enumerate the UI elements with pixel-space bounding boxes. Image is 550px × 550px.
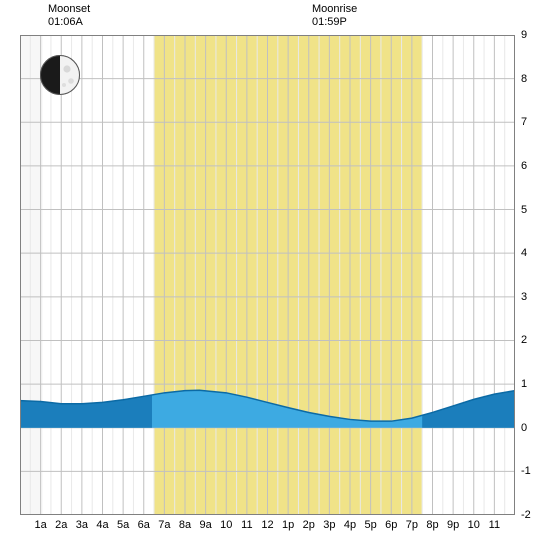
x-tick-label: 1p [278,519,298,531]
x-tick-label: 4a [93,519,113,531]
y-tick-label: -2 [521,509,541,521]
x-tick-label: 5a [113,519,133,531]
moonrise-label: Moonrise [312,3,357,15]
x-tick-label: 12 [258,519,278,531]
y-tick-label: 5 [521,204,541,216]
tide-chart: Moonset 01:06A Moonrise 01:59P -2-101234… [0,0,550,550]
x-tick-label: 3p [319,519,339,531]
moonrise-header: Moonrise 01:59P [312,3,357,29]
y-tick-label: 8 [521,73,541,85]
x-tick-label: 10 [464,519,484,531]
x-tick-label: 5p [361,519,381,531]
x-tick-label: 8a [175,519,195,531]
y-tick-label: 4 [521,247,541,259]
y-tick-label: 7 [521,116,541,128]
x-tick-label: 10 [216,519,236,531]
y-tick-label: 3 [521,291,541,303]
x-tick-label: 2p [299,519,319,531]
plot-area [20,35,515,515]
y-tick-label: 6 [521,160,541,172]
x-tick-label: 7p [402,519,422,531]
x-tick-label: 4p [340,519,360,531]
moonset-time: 01:06A [48,16,83,28]
moonset-header: Moonset 01:06A [48,3,90,29]
x-tick-label: 2a [51,519,71,531]
x-tick-label: 11 [237,519,257,531]
x-tick-label: 9p [443,519,463,531]
moonset-label: Moonset [48,3,90,15]
x-tick-label: 6p [381,519,401,531]
y-tick-label: 1 [521,378,541,390]
x-tick-label: 3a [72,519,92,531]
y-tick-label: 0 [521,422,541,434]
x-tick-label: 8p [423,519,443,531]
y-tick-label: 9 [521,29,541,41]
moonrise-time: 01:59P [312,16,347,28]
x-tick-label: 6a [134,519,154,531]
x-tick-label: 7a [154,519,174,531]
y-tick-label: -1 [521,465,541,477]
moon-phase-icon [40,55,80,95]
x-tick-label: 1a [31,519,51,531]
x-tick-label: 11 [484,519,504,531]
x-tick-label: 9a [196,519,216,531]
y-tick-label: 2 [521,334,541,346]
